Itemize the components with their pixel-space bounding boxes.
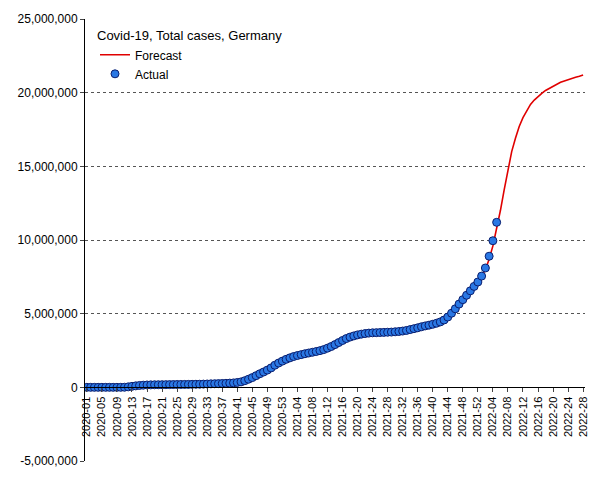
svg-text:2020-53: 2020-53 [276, 397, 288, 437]
svg-text:2022-20: 2022-20 [547, 397, 559, 437]
svg-text:2020-21: 2020-21 [156, 397, 168, 437]
svg-text:2021-24: 2021-24 [366, 397, 378, 437]
svg-text:2022-12: 2022-12 [517, 397, 529, 437]
svg-text:25,000,000: 25,000,000 [18, 12, 78, 26]
svg-text:Actual: Actual [135, 68, 168, 82]
svg-text:2022-08: 2022-08 [502, 397, 514, 437]
svg-text:2020-25: 2020-25 [171, 397, 183, 437]
svg-text:2021-44: 2021-44 [441, 397, 453, 437]
svg-text:2021-48: 2021-48 [456, 397, 468, 437]
svg-text:2020-41: 2020-41 [231, 397, 243, 437]
svg-text:2020-33: 2020-33 [201, 397, 213, 437]
svg-text:2021-52: 2021-52 [471, 397, 483, 437]
svg-text:5,000,000: 5,000,000 [24, 307, 78, 321]
svg-text:2021-08: 2021-08 [306, 397, 318, 437]
svg-text:2021-12: 2021-12 [321, 397, 333, 437]
svg-text:2020-45: 2020-45 [246, 397, 258, 437]
svg-text:20,000,000: 20,000,000 [18, 86, 78, 100]
svg-text:2021-28: 2021-28 [381, 397, 393, 437]
svg-text:2021-20: 2021-20 [351, 397, 363, 437]
svg-text:2020-01: 2020-01 [80, 397, 92, 437]
svg-text:2021-36: 2021-36 [411, 397, 423, 437]
svg-text:2021-04: 2021-04 [291, 397, 303, 437]
svg-text:15,000,000: 15,000,000 [18, 160, 78, 174]
svg-text:2020-05: 2020-05 [95, 397, 107, 437]
svg-text:2020-17: 2020-17 [141, 397, 153, 437]
svg-text:2021-32: 2021-32 [396, 397, 408, 437]
svg-text:Forecast: Forecast [135, 49, 182, 63]
svg-text:0: 0 [71, 381, 78, 395]
svg-text:2020-49: 2020-49 [261, 397, 273, 437]
svg-text:2021-16: 2021-16 [336, 397, 348, 437]
svg-text:2022-16: 2022-16 [532, 397, 544, 437]
svg-text:2020-13: 2020-13 [126, 397, 138, 437]
svg-text:2020-29: 2020-29 [186, 397, 198, 437]
svg-text:Covid-19, Total cases, Germany: Covid-19, Total cases, Germany [97, 28, 282, 43]
svg-text:10,000,000: 10,000,000 [18, 233, 78, 247]
svg-text:2022-28: 2022-28 [577, 397, 589, 437]
svg-text:2022-24: 2022-24 [562, 397, 574, 437]
svg-text:-5,000,000: -5,000,000 [20, 454, 78, 468]
svg-text:2022-04: 2022-04 [486, 397, 498, 437]
svg-text:2021-40: 2021-40 [426, 397, 438, 437]
svg-text:2020-37: 2020-37 [216, 397, 228, 437]
svg-text:2020-09: 2020-09 [111, 397, 123, 437]
